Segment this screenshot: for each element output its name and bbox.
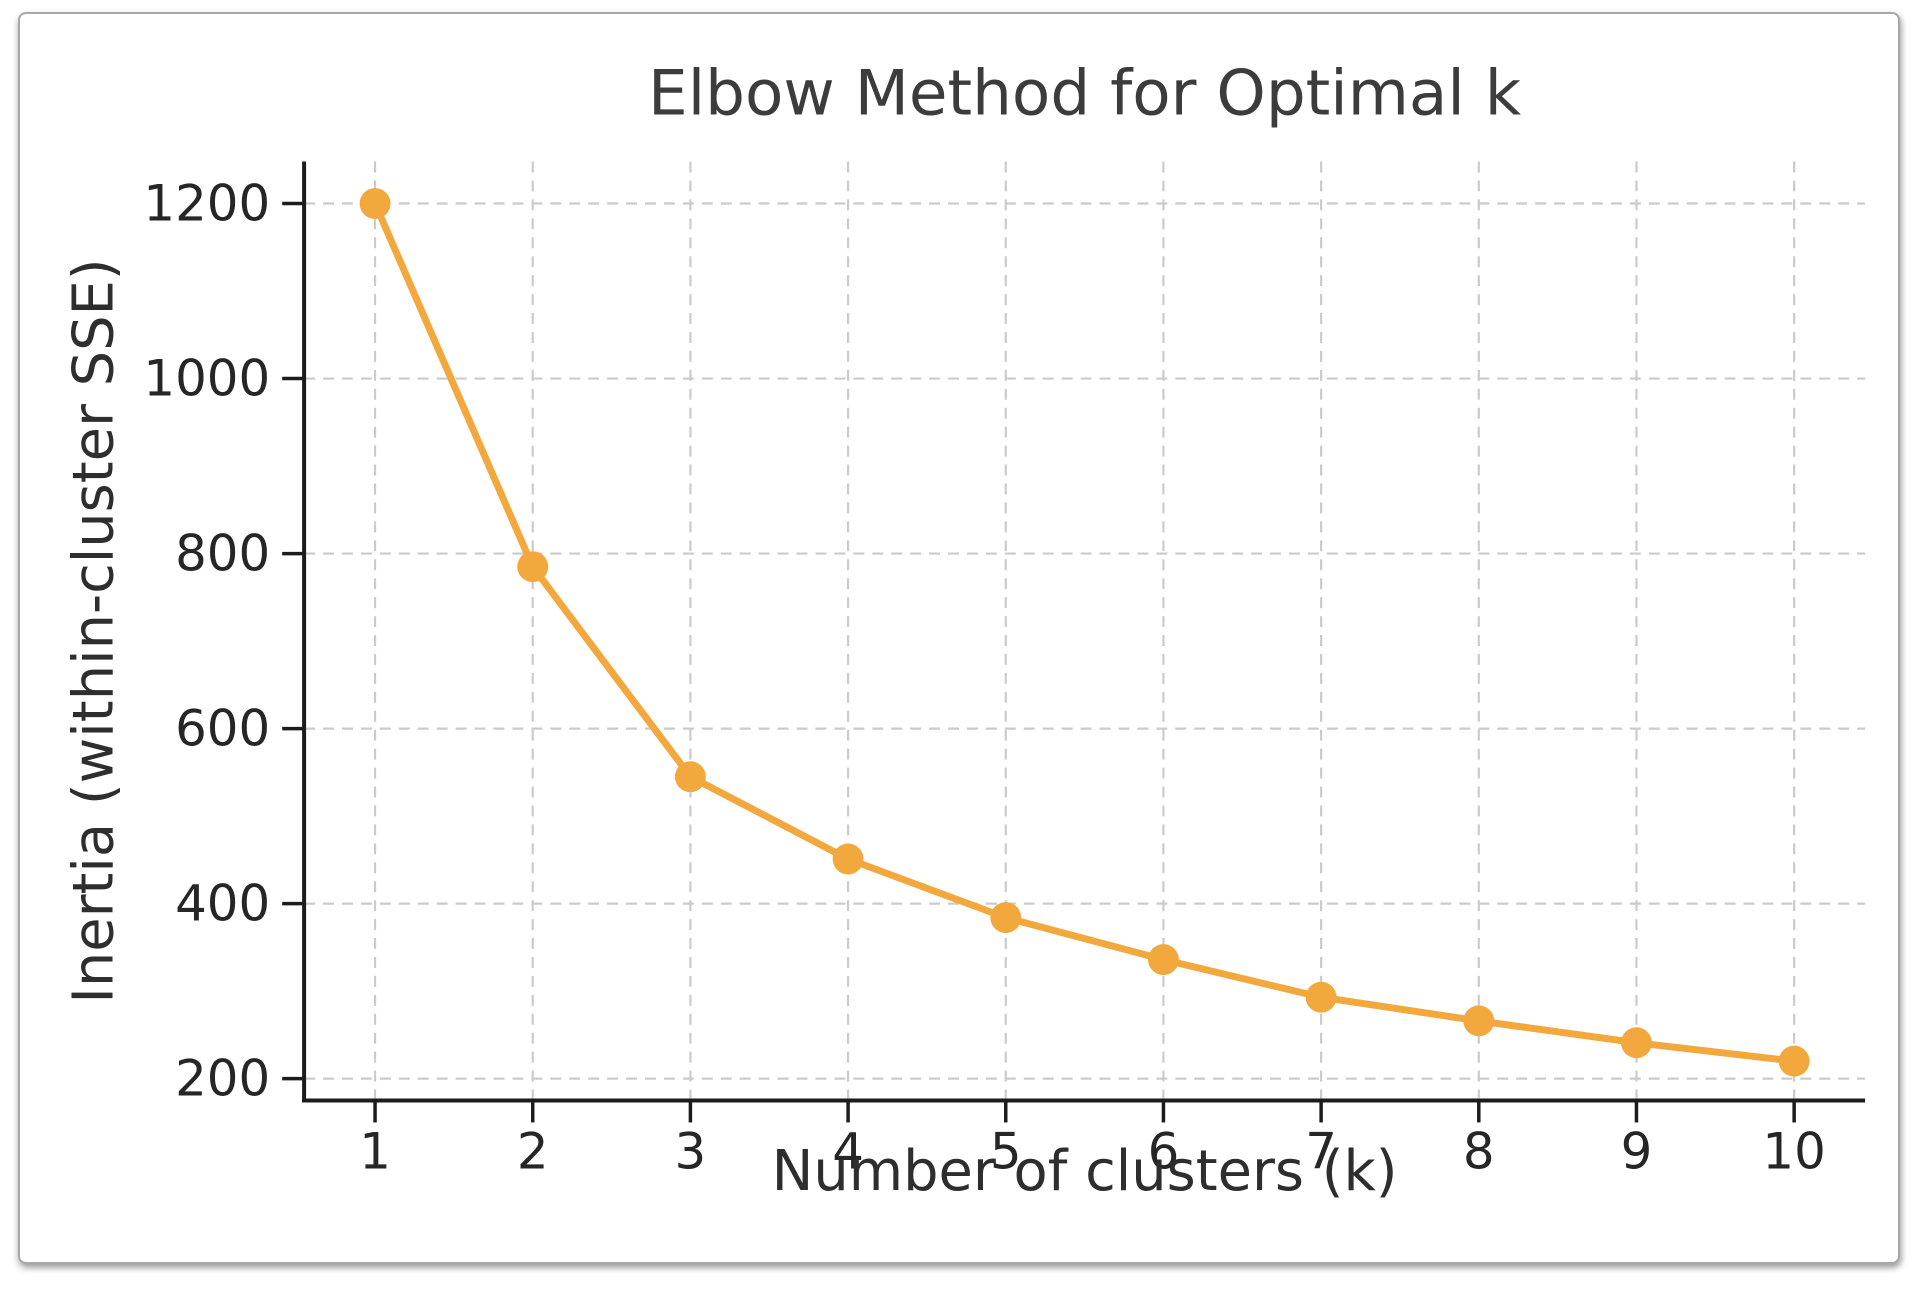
x-tick-label: 2 (517, 1122, 549, 1180)
x-tick-label: 1 (359, 1122, 391, 1180)
y-tick-label: 1000 (143, 349, 270, 407)
data-point-marker (1778, 1045, 1810, 1077)
x-axis-label: Number of clusters (k) (772, 1139, 1398, 1204)
data-point-marker (990, 902, 1022, 934)
data-point-marker (517, 551, 549, 583)
y-tick-label: 600 (175, 700, 270, 758)
x-tick-label: 6 (1148, 1122, 1180, 1180)
y-tick-label: 800 (175, 525, 270, 583)
chart-card: 200 400 600 800 1000 1200 1 2 3 4 5 6 7 8 9 10 Elbow Me… (18, 12, 1900, 1264)
x-tick-label: 7 (1305, 1122, 1337, 1180)
chart-title: Elbow Method for Optimal k (648, 57, 1522, 130)
y-tick-label: 1200 (143, 174, 270, 232)
data-point-marker (1147, 944, 1179, 976)
axes-layer: 200 400 600 800 1000 1200 1 2 3 4 5 6 7 8 9 10 (143, 161, 1866, 1180)
x-tick-label: 3 (675, 1122, 707, 1180)
elbow-method-chart: 200 400 600 800 1000 1200 1 2 3 4 5 6 7 8 9 10 Elbow Me… (62, 57, 1866, 1204)
data-point-marker (832, 843, 864, 875)
x-tick-label: 5 (990, 1122, 1022, 1180)
series-line (371, 200, 1798, 1065)
x-tick-label: 8 (1463, 1122, 1495, 1180)
y-tick-label: 400 (175, 875, 270, 933)
data-point-marker (359, 188, 391, 219)
data-point-marker (1463, 1005, 1495, 1037)
gridlines-layer (304, 161, 1866, 1101)
series-layer (359, 188, 1810, 1077)
x-tick-label: 10 (1762, 1122, 1825, 1180)
data-point-marker (1621, 1027, 1652, 1059)
x-tick-label: 9 (1621, 1122, 1653, 1180)
data-point-marker (1305, 981, 1337, 1013)
y-axis-label: Inertia (within-cluster SSE) (62, 258, 127, 1003)
x-tick-label: 4 (832, 1122, 864, 1180)
data-point-marker (674, 761, 706, 793)
y-tick-label: 200 (175, 1050, 270, 1108)
